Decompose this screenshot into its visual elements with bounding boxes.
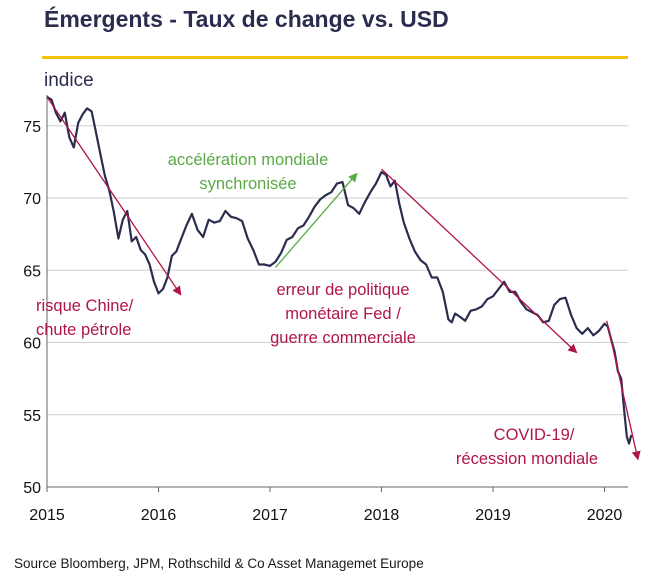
y-unit-label: indice [44,70,94,91]
series-line [46,95,633,445]
x-tick-label: 2016 [141,507,177,524]
y-tick-label: 75 [23,119,41,136]
trend-arrow-green [275,172,358,268]
annotations: accélération mondiale synchronisée risque … [36,151,598,468]
annotation-label: guerre commerciale [270,329,416,347]
x-tick-label: 2020 [587,507,623,524]
y-tick-label: 55 [23,408,41,425]
y-tick-label: 50 [23,480,41,497]
annotation-label: synchronisée [199,175,296,193]
trend-arrow-red [606,320,641,461]
x-tick-label: 2017 [252,507,288,524]
y-tick-label: 60 [23,336,41,353]
annotation-label: risque Chine/ [36,297,134,315]
annotation-label: erreur de politique [277,281,410,299]
trend-arrow-red [381,168,578,354]
source-note: Source Bloomberg, JPM, Rothschild & Co A… [14,556,424,571]
annotation-label: accélération mondiale [168,151,329,169]
chart-title: Émergents - Taux de change vs. USD [44,6,449,32]
y-tick-label: 70 [23,191,41,208]
x-tick-label: 2019 [475,507,511,524]
y-axis-ticks: 50 55 60 65 70 75 [23,119,41,497]
x-tick-label: 2018 [364,507,400,524]
x-axis-ticks: 2015 2016 2017 2018 2019 2020 [29,487,622,524]
annotation-label: chute pétrole [36,321,131,339]
x-tick-label: 2015 [29,507,65,524]
trend-arrow-red [46,96,182,296]
title-underline [42,56,628,59]
annotation-label: COVID-19/ [494,426,575,444]
annotation-label: récession mondiale [456,450,598,468]
trend-arrows [46,96,641,461]
grid-lines [46,95,628,488]
annotation-label: monétaire Fed / [285,305,401,323]
y-tick-label: 65 [23,263,41,280]
